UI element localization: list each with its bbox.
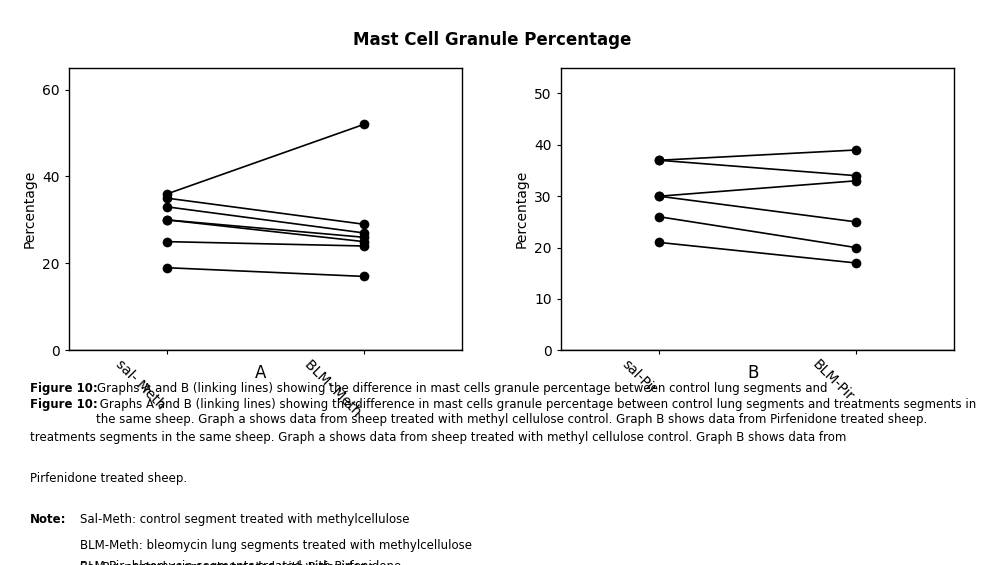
Text: BLM-Meth: bleomycin lung segments treated with methylcellulose: BLM-Meth: bleomycin lung segments treate… bbox=[81, 539, 472, 552]
Text: Sal-Pir: control segments treated with Pirfenidone: Sal-Pir: control segments treated with P… bbox=[81, 561, 375, 565]
Text: Mast Cell Granule Percentage: Mast Cell Granule Percentage bbox=[353, 31, 631, 49]
Text: A: A bbox=[255, 364, 267, 383]
Text: Graphs A and B (linking lines) showing the difference in mast cells granule perc: Graphs A and B (linking lines) showing t… bbox=[96, 398, 977, 427]
Text: B: B bbox=[747, 364, 759, 383]
Text: Sal-Meth: control segment treated with methylcellulose: Sal-Meth: control segment treated with m… bbox=[81, 513, 410, 526]
Y-axis label: Percentage: Percentage bbox=[515, 170, 528, 248]
Text: Graphs A and B (linking lines) showing the difference in mast cells granule perc: Graphs A and B (linking lines) showing t… bbox=[97, 383, 828, 396]
Text: Figure 10:: Figure 10: bbox=[30, 383, 97, 396]
Text: Note:: Note: bbox=[30, 513, 66, 526]
Text: Pirfenidone treated sheep.: Pirfenidone treated sheep. bbox=[30, 472, 187, 485]
Y-axis label: Percentage: Percentage bbox=[23, 170, 36, 248]
Text: Figure 10:: Figure 10: bbox=[30, 398, 97, 411]
Text: treatments segments in the same sheep. Graph a shows data from sheep treated wit: treatments segments in the same sheep. G… bbox=[30, 431, 846, 444]
Text: BLM-Pir: bleomycin segments treated with Pirfenidone: BLM-Pir: bleomycin segments treated with… bbox=[81, 560, 401, 565]
